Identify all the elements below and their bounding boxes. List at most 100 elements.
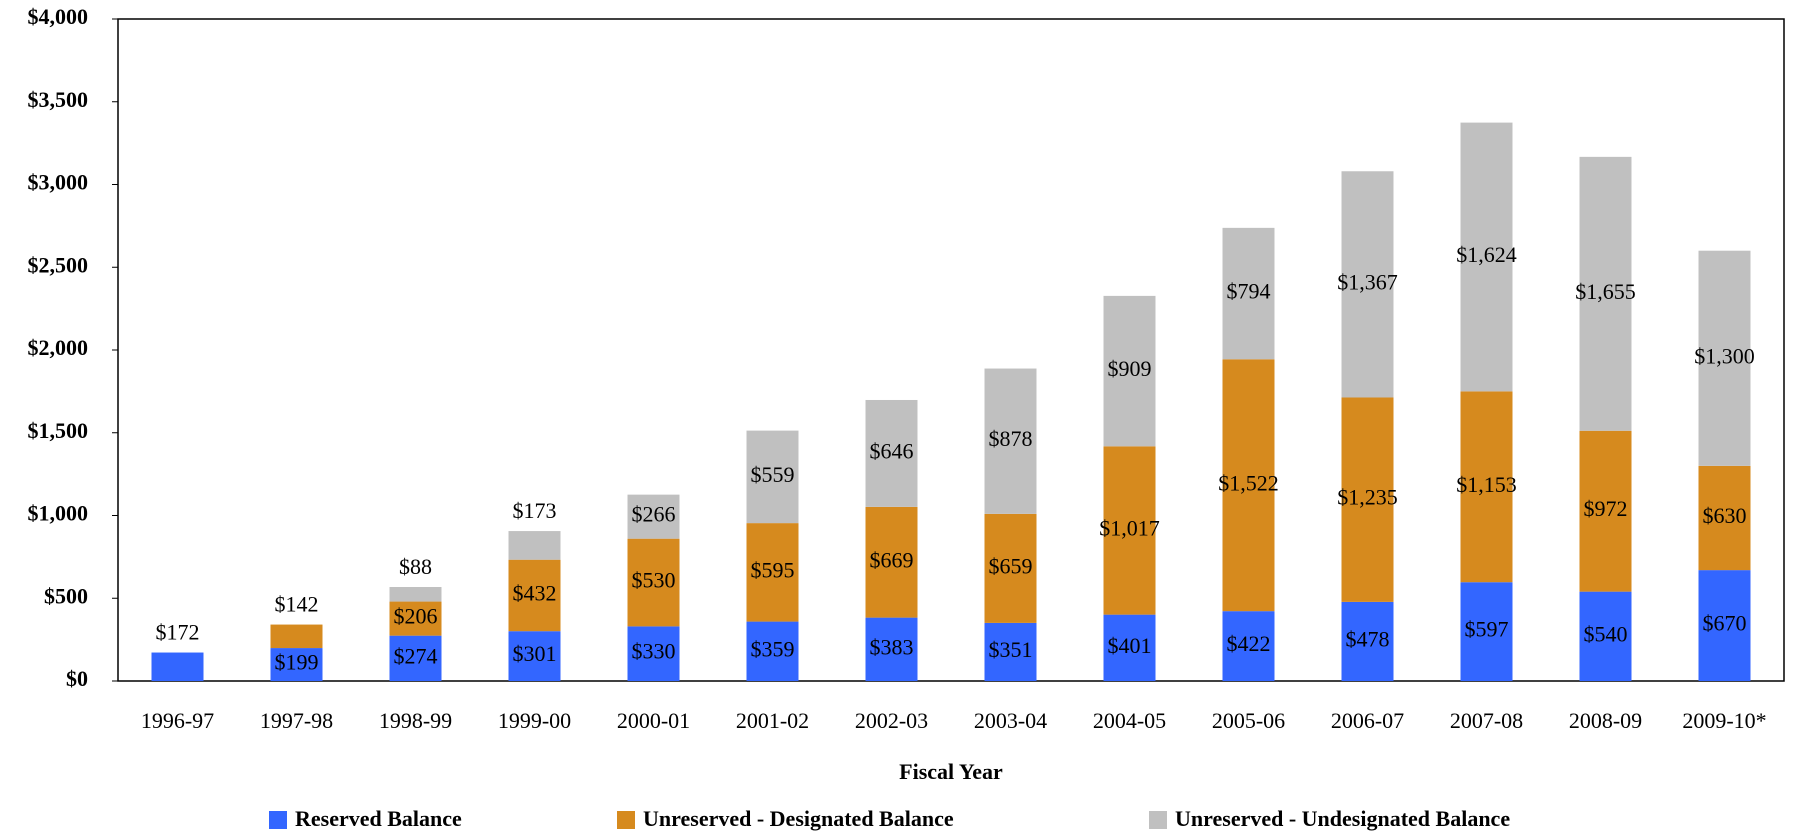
bar-segment: [508, 559, 561, 632]
data-label: $659: [989, 553, 1033, 578]
bar-segment: [1222, 227, 1275, 360]
bar-segment: [1341, 397, 1394, 602]
y-tick-label: $1,000: [28, 501, 89, 526]
bar-segment: [1460, 582, 1513, 681]
bar-segment: [865, 399, 918, 507]
bar-segment: [1579, 430, 1632, 592]
data-label: $301: [513, 641, 557, 666]
x-tick-label: 2001-02: [736, 708, 809, 733]
x-tick-label: 2005-06: [1212, 708, 1285, 733]
bar-segment: [746, 621, 799, 681]
bar-segment: [1103, 614, 1156, 681]
legend-swatch: [269, 811, 287, 829]
bar-segment: [1222, 611, 1275, 681]
y-tick-label: $4,000: [28, 4, 89, 29]
data-label: $401: [1108, 633, 1152, 658]
y-tick-label: $3,500: [28, 87, 89, 112]
bar-segment: [746, 430, 799, 524]
data-label: $1,017: [1099, 516, 1160, 541]
data-label: $142: [275, 592, 319, 617]
x-tick-label: 1997-98: [260, 708, 333, 733]
data-label: $1,300: [1694, 343, 1755, 368]
x-tick-label: 2006-07: [1331, 708, 1404, 733]
bar-segment: [1698, 465, 1751, 571]
data-label: $595: [751, 557, 795, 582]
x-tick-label: 1996-97: [141, 708, 214, 733]
bar-segment: [389, 635, 442, 681]
bar-segment: [1103, 446, 1156, 615]
bar-segment: [151, 652, 204, 681]
data-label: $670: [1703, 611, 1747, 636]
data-label: $909: [1108, 356, 1152, 381]
bar-segment: [984, 513, 1037, 623]
bar-segment: [389, 601, 442, 636]
data-label: $478: [1346, 626, 1390, 651]
y-tick-label: $0: [66, 666, 88, 691]
data-label: $432: [513, 580, 557, 605]
y-tick-label: $500: [44, 583, 88, 608]
bar-segment: [627, 538, 680, 627]
data-label: $383: [870, 634, 914, 659]
x-tick-label: 1998-99: [379, 708, 452, 733]
x-tick-label: 2000-01: [617, 708, 690, 733]
y-tick-label: $2,000: [28, 335, 89, 360]
bar-segment: [865, 506, 918, 618]
legend-label: Reserved Balance: [295, 806, 462, 831]
data-label: $1,522: [1218, 470, 1279, 495]
data-label: $878: [989, 426, 1033, 451]
data-label: $630: [1703, 503, 1747, 528]
data-label: $1,624: [1456, 242, 1517, 267]
bar-segment: [1222, 359, 1275, 612]
data-label: $266: [632, 502, 676, 527]
bar-segment: [1103, 295, 1156, 447]
data-label: $1,655: [1575, 279, 1636, 304]
x-tick-label: 2008-09: [1569, 708, 1642, 733]
legend-swatch: [617, 811, 635, 829]
data-label: $173: [513, 498, 557, 523]
data-label: $530: [632, 568, 676, 593]
data-label: $172: [156, 620, 200, 645]
data-label: $1,235: [1337, 485, 1398, 510]
data-label: $330: [632, 639, 676, 664]
data-label: $972: [1584, 496, 1628, 521]
x-tick-label: 2003-04: [974, 708, 1047, 733]
x-tick-label: 2007-08: [1450, 708, 1523, 733]
data-label: $206: [394, 604, 438, 629]
data-label: $646: [870, 438, 914, 463]
x-axis-label: Fiscal Year: [899, 759, 1003, 784]
x-tick-label: 2004-05: [1093, 708, 1166, 733]
y-tick-label: $3,000: [28, 170, 89, 195]
data-label: $351: [989, 637, 1033, 662]
data-label: $274: [394, 643, 438, 668]
bar-segment: [1460, 391, 1513, 583]
data-label: $359: [751, 636, 795, 661]
bar-segment: [984, 622, 1037, 681]
bar-segment: [984, 368, 1037, 514]
data-label: $1,153: [1456, 472, 1517, 497]
data-label: $794: [1227, 279, 1271, 304]
bar-segment: [865, 617, 918, 681]
plot-frame: [117, 18, 1785, 682]
bar-segment: [746, 523, 799, 622]
data-label: $422: [1227, 631, 1271, 656]
bar-segment: [508, 531, 561, 560]
bar-segment: [1579, 591, 1632, 681]
data-label: $597: [1465, 617, 1509, 642]
bar-segment: [1579, 156, 1632, 431]
data-label: $559: [751, 462, 795, 487]
data-label: $199: [275, 650, 319, 675]
data-label: $1,367: [1337, 269, 1398, 294]
bar-segment: [389, 586, 442, 602]
legend-swatch: [1149, 811, 1167, 829]
bar-segment: [508, 631, 561, 681]
x-tick-label: 2002-03: [855, 708, 928, 733]
bar-segment: [270, 624, 323, 649]
y-tick-label: $1,500: [28, 418, 89, 443]
bar-segment: [1341, 171, 1394, 398]
y-tick-label: $2,500: [28, 252, 89, 277]
x-tick-label: 1999-00: [498, 708, 571, 733]
bar-segment: [627, 626, 680, 681]
legend-label: Unreserved - Undesignated Balance: [1175, 806, 1510, 831]
bar-segment: [270, 648, 323, 681]
